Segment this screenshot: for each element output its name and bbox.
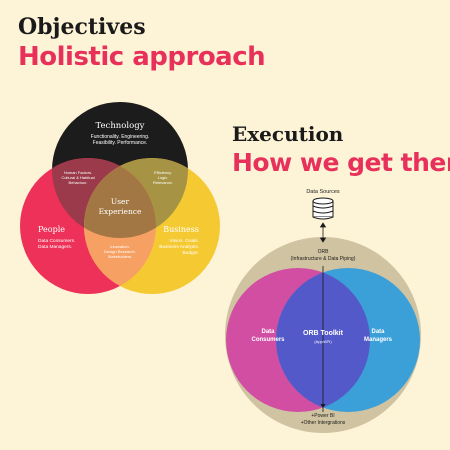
sources-orb-arrow [319, 222, 327, 243]
consumers-label-1: Data [261, 329, 275, 335]
people-business-line-3: Stakeholders. [108, 254, 132, 259]
tech-people-line-3: Behaviour. [69, 180, 88, 185]
tech-business-line-3: Relevance. [153, 180, 173, 185]
business-desc-1: Vision. Goals. [169, 238, 199, 244]
objectives-venn: Technology Functionality. Engineering. F… [20, 102, 220, 294]
people-business-line-2: Design Research. [104, 249, 136, 254]
technology-title: Technology [96, 121, 145, 131]
business-title: Business [163, 225, 199, 234]
execution-diagram: Data Sources ORB (Infrastructure & Data … [225, 189, 421, 433]
database-icon [312, 197, 334, 220]
center-line-2: Experience [99, 207, 142, 216]
technology-desc-2: Feasibility. Performance. [93, 140, 148, 146]
business-desc-3: Budget. [182, 250, 199, 256]
people-desc-1: Data Consumers. [38, 238, 75, 244]
objectives-heading: Objectives [18, 14, 146, 40]
arrow-down-icon [320, 404, 326, 408]
tech-people-line-2: Cultural & Habitual [61, 175, 94, 180]
business-desc-2: Business Analysis. [159, 244, 199, 250]
center-overlap [84, 158, 156, 238]
data-sources-label: Data Sources [306, 189, 340, 195]
center-line-1: User [111, 197, 130, 206]
managers-label-2: Managers [364, 337, 393, 343]
objectives-subheading: Holistic approach [18, 42, 266, 72]
tech-business-line-2: Logic. [158, 175, 169, 180]
people-title: People [38, 225, 65, 234]
execution-heading: Execution [232, 122, 344, 146]
consumers-label-2: Consumers [251, 337, 285, 343]
orb-label-1: ORB [318, 249, 330, 255]
execution-subheading: How we get there [232, 148, 450, 177]
toolkit-subtitle: (App/API) [314, 339, 332, 344]
toolkit-title: ORB Toolkit [303, 330, 344, 337]
tech-business-line-1: Efficiency. [154, 170, 172, 175]
managers-label-1: Data [371, 329, 385, 335]
orb-label-2: (Infrastructure & Data Piping) [291, 256, 356, 262]
people-business-line-1: Innovation. [110, 244, 130, 249]
toolkit-overlap [276, 268, 370, 412]
integrations-label: +Other Intergrations [301, 420, 346, 426]
tech-people-line-1: Human Factors. [64, 170, 92, 175]
power-bi-label: +Power BI [311, 413, 334, 419]
technology-desc-1: Functionality. Engineering. [91, 134, 150, 140]
people-desc-2: Data Managers. [38, 244, 72, 250]
